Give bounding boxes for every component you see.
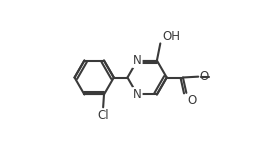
Text: Cl: Cl (97, 109, 109, 122)
Text: OH: OH (162, 30, 180, 43)
Text: N: N (133, 54, 142, 67)
Text: O: O (199, 70, 208, 83)
Text: O: O (187, 94, 196, 107)
Text: N: N (133, 88, 142, 101)
